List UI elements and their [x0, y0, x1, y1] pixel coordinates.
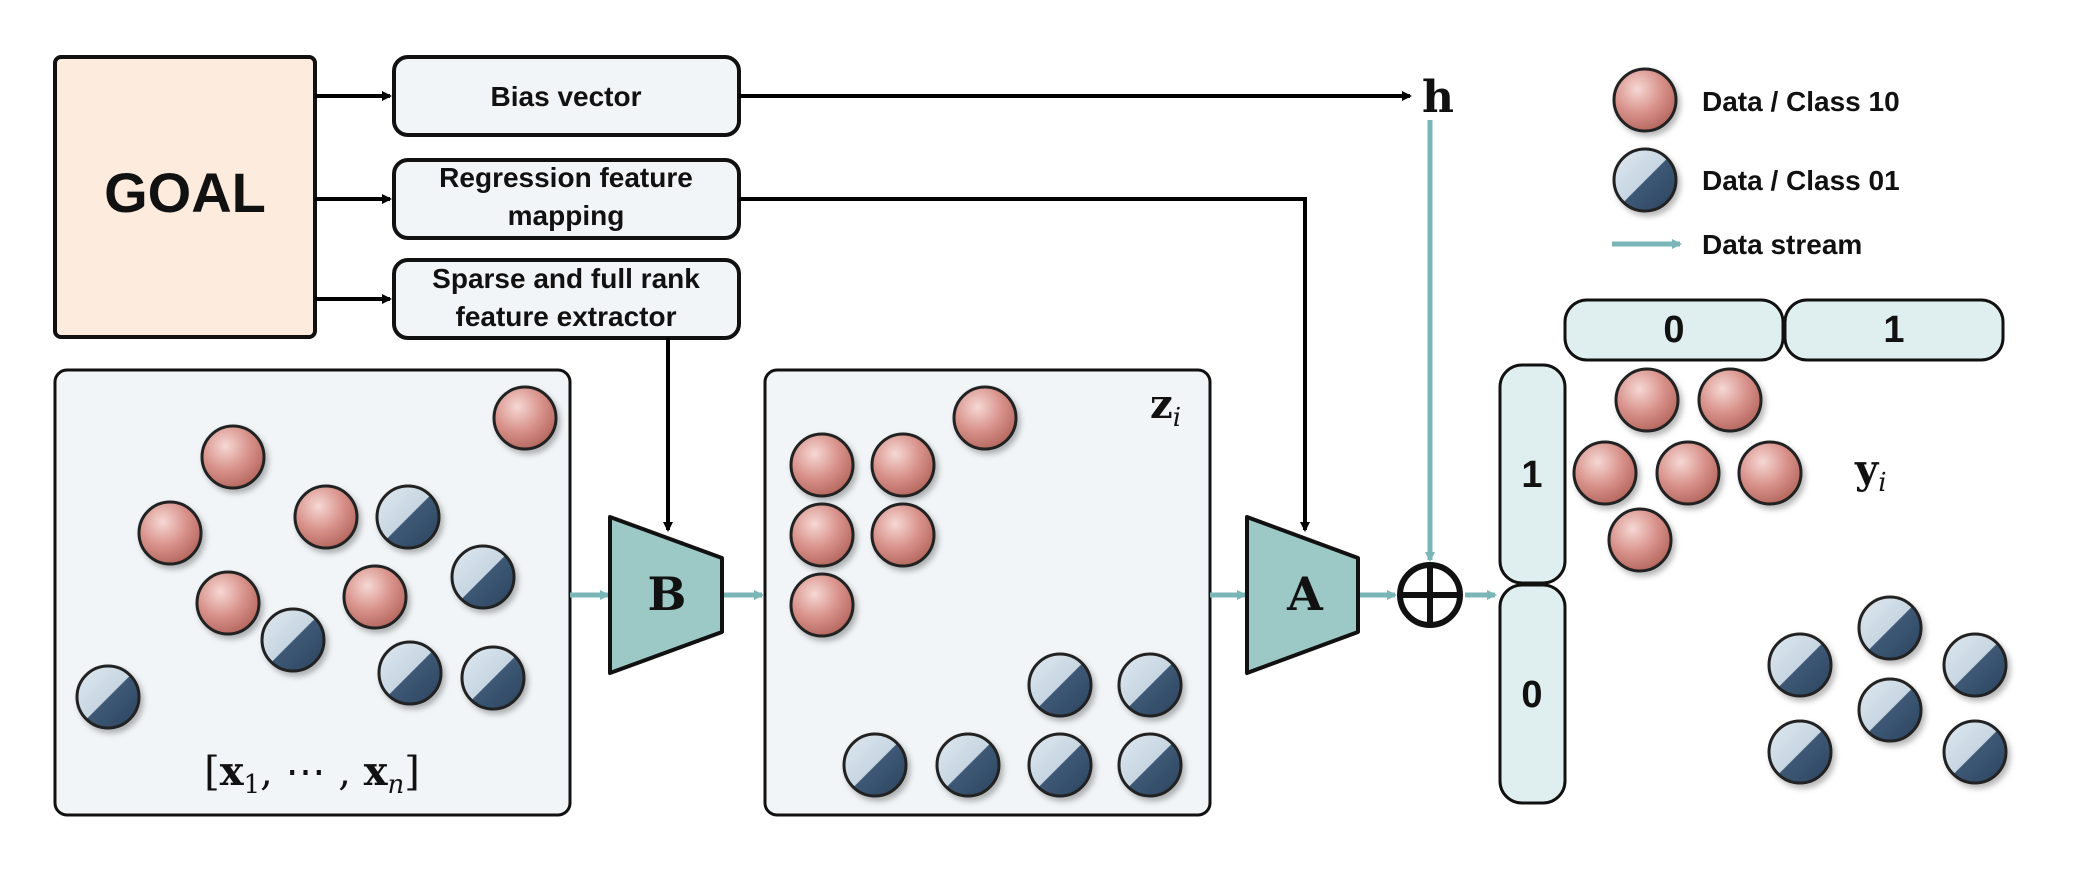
output-row-header-1: 1: [1498, 363, 1567, 585]
class01-ball: [450, 544, 516, 610]
class01-ball: [1117, 732, 1183, 798]
class01-ball: [260, 607, 326, 673]
class10-ball: [789, 572, 855, 638]
class10-ball: [870, 432, 936, 498]
output-row-header-0: 0: [1498, 583, 1567, 805]
class01-ball: [935, 732, 1001, 798]
b-label: B: [648, 567, 687, 621]
svg-text:1: 1: [1883, 309, 1904, 351]
output-col-header-0: 0: [1563, 298, 1785, 362]
bias-vector-label: Bias vector: [491, 81, 642, 112]
goal-arrows: [315, 91, 1412, 532]
legend-stream-label: Data stream: [1702, 229, 1862, 260]
class10-ball: [1614, 367, 1680, 433]
svg-text:0: 0: [1521, 674, 1542, 716]
legend-class10-label: Data / Class 10: [1702, 86, 1900, 117]
latent-balls: [789, 385, 1183, 798]
y-label: yi: [1854, 446, 1887, 498]
class10-ball: [492, 385, 558, 451]
legend-class01-label: Data / Class 01: [1702, 165, 1900, 196]
svg-text:0: 0: [1663, 309, 1684, 351]
class01-ball: [375, 484, 441, 550]
class01-ball: [1027, 652, 1093, 718]
extractor-label-line2: feature extractor: [456, 301, 677, 332]
class10-ball: [195, 570, 261, 636]
class01-ball: [1942, 719, 2008, 785]
regression-label-line2: mapping: [508, 200, 625, 231]
block-a: A: [1245, 515, 1360, 675]
class01-ball: [1942, 632, 2008, 698]
class01-ball: [1767, 632, 1833, 698]
sum-operator-icon: [1397, 562, 1463, 628]
svg-text:1: 1: [1521, 454, 1542, 496]
encoder-block-b: B: [608, 515, 724, 675]
class01-ball: [1857, 595, 1923, 661]
data-stream-arrows: [570, 120, 1497, 600]
output-col-header-1: 1: [1783, 298, 2005, 362]
class10-ball: [1697, 367, 1763, 433]
class10-ball: [137, 500, 203, 566]
module-bias-vector: Bias vector: [392, 55, 741, 137]
class01-ball: [842, 732, 908, 798]
module-regression-mapping: Regression feature mapping: [392, 158, 741, 240]
class01-ball: [1857, 677, 1923, 743]
class10-ball: [342, 564, 408, 630]
class01-ball: [1117, 652, 1183, 718]
output-balls: [1572, 367, 2008, 785]
class10-ball: [200, 424, 266, 490]
class01-ball: [377, 640, 443, 706]
class10-ball: [1737, 440, 1803, 506]
module-feature-extractor: Sparse and full rank feature extractor: [392, 258, 741, 340]
legend-class01-ball-icon: [1612, 147, 1678, 213]
class10-ball: [789, 502, 855, 568]
class01-ball: [1767, 719, 1833, 785]
input-balls: [75, 385, 558, 730]
class10-ball: [1655, 440, 1721, 506]
class10-ball: [870, 502, 936, 568]
z-label: zi: [1150, 381, 1181, 433]
goal-label: GOAL: [104, 161, 266, 224]
class10-ball: [1572, 440, 1638, 506]
class10-ball: [952, 385, 1018, 451]
x-sequence-label: [x1, ⋯ , xn]: [204, 748, 420, 800]
class01-ball: [1027, 732, 1093, 798]
a-label: A: [1286, 567, 1324, 621]
extractor-label-line1: Sparse and full rank: [432, 263, 700, 294]
class10-ball: [1607, 507, 1673, 573]
class10-ball: [293, 484, 359, 550]
regression-label-line1: Regression feature: [439, 162, 693, 193]
h-label: h: [1422, 72, 1454, 123]
legend: Data / Class 10 Data / Class 01 Data str…: [1612, 67, 1900, 260]
goal-box: GOAL: [53, 55, 317, 339]
legend-class10-ball-icon: [1612, 67, 1678, 133]
class01-ball: [460, 645, 526, 711]
class10-ball: [789, 432, 855, 498]
class01-ball: [75, 664, 141, 730]
